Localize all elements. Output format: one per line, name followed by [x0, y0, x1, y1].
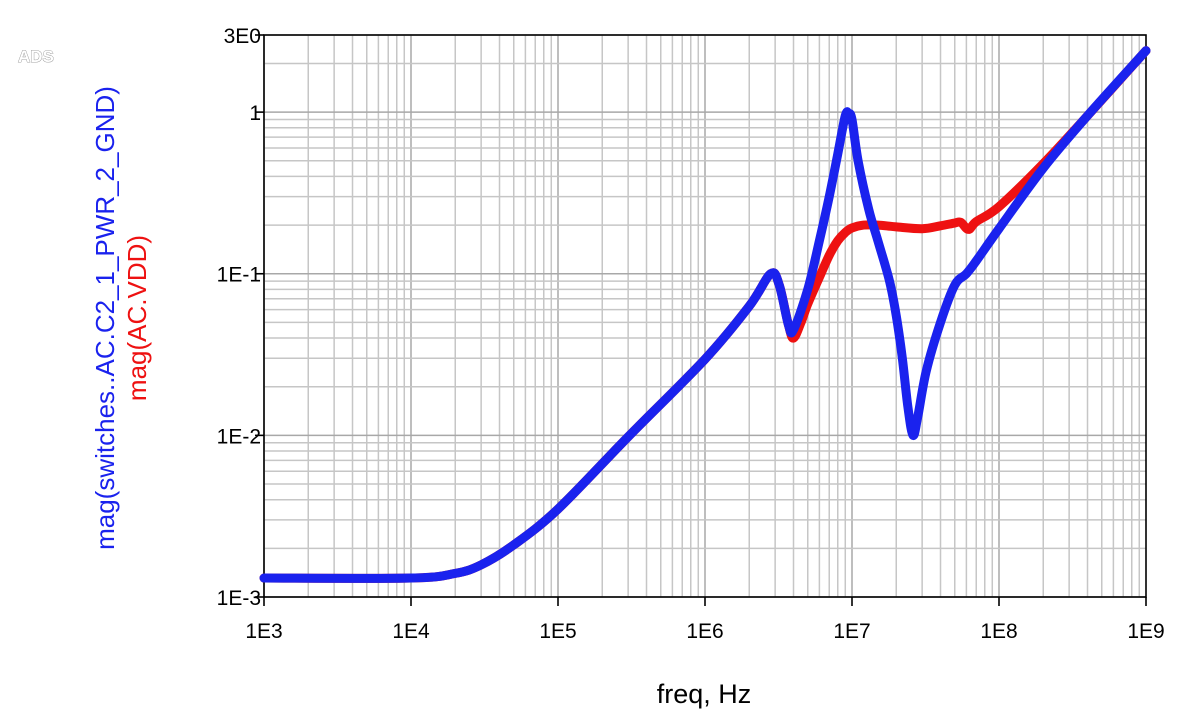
series-layer [259, 46, 1151, 583]
x-tick-label: 1E6 [686, 620, 723, 643]
y-tick-label: 3E0 [224, 25, 261, 48]
grid [263, 34, 1147, 598]
y-tick-label: 1E-1 [217, 264, 261, 287]
x-tick-label: 1E4 [392, 620, 430, 643]
y-tick-label: 1E-2 [217, 425, 261, 448]
y-tick-label: 1E-3 [217, 587, 261, 610]
y-axis-label-2: mag(AC.VDD) [122, 235, 152, 401]
x-tick-label: 1E7 [833, 620, 870, 643]
y-axis-label-1: mag(switches..AC.C2_1_PWR_2_GND) [90, 86, 120, 550]
x-tick-label: 1E8 [980, 620, 1017, 643]
x-tick-label: 1E9 [1127, 620, 1164, 643]
y-tick-label: 1 [249, 102, 261, 125]
tick-labels: 1E3 1E4 1E5 1E6 1E7 1E8 1E9 1E-3 1E-2 1E-1 1 3E0 [217, 25, 1165, 643]
series-line-2 [259, 46, 1151, 583]
x-tick-label: 1E3 [245, 620, 282, 643]
x-tick-label: 1E5 [539, 620, 576, 643]
ads-logo: ADS [18, 47, 54, 66]
x-axis-label: freq, Hz [657, 679, 752, 709]
